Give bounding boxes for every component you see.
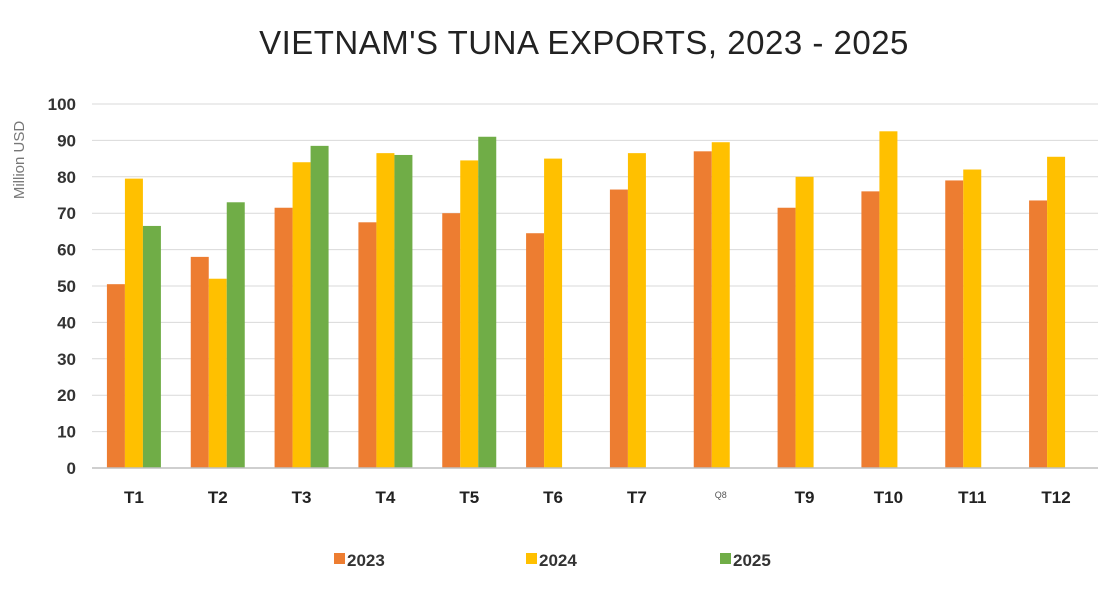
x-tick-label: T5 <box>459 488 479 507</box>
bar-2023-T2 <box>190 256 209 468</box>
bar-2024-T11 <box>963 169 982 468</box>
y-tick-label: 40 <box>57 313 76 332</box>
bar-2023-T1 <box>106 284 125 468</box>
x-tick-label: T11 <box>958 488 986 507</box>
y-tick-label: 80 <box>57 168 76 187</box>
bar-2025-T2 <box>226 202 245 468</box>
bar-2023-T6 <box>526 233 545 468</box>
y-tick-label: 20 <box>57 386 76 405</box>
bar-2023-T11 <box>945 180 964 468</box>
bar-2024-T1 <box>124 178 143 468</box>
legend-swatch-2024 <box>526 553 537 564</box>
y-tick-label: 70 <box>57 204 76 223</box>
bars <box>106 131 1066 469</box>
y-tick-label: 90 <box>57 131 76 150</box>
bar-2024-Q8 <box>711 142 730 468</box>
legend: 2023 2024 2025 <box>334 551 771 570</box>
bar-2023-T4 <box>358 222 377 468</box>
bar-2024-T10 <box>879 131 898 469</box>
bar-2025-T5 <box>478 136 497 468</box>
bar-2023-T7 <box>609 189 628 469</box>
y-tick-label: 60 <box>57 241 76 260</box>
bar-2024-T12 <box>1047 156 1066 468</box>
bar-2025-T4 <box>394 154 413 468</box>
x-tick-label: T1 <box>124 488 144 507</box>
bar-2024-T9 <box>795 176 814 469</box>
bar-2024-T7 <box>627 153 646 468</box>
bar-2024-T3 <box>292 162 311 469</box>
bar-2023-T5 <box>442 213 461 468</box>
legend-swatch-2023 <box>334 553 345 564</box>
bar-2024-T6 <box>544 158 563 468</box>
x-tick-label: T4 <box>375 488 395 507</box>
y-tick-label: 30 <box>57 350 76 369</box>
y-tick-label: 50 <box>57 277 76 296</box>
bar-2024-T5 <box>460 160 479 469</box>
bar-2023-T9 <box>777 207 796 469</box>
legend-label-2024: 2024 <box>539 551 577 570</box>
legend-label-2023: 2023 <box>347 551 385 570</box>
bar-2023-T3 <box>274 207 293 469</box>
y-axis-label: Million USD <box>11 121 28 200</box>
x-axis-ticks: T1 T2 T3 T4 T5 T6 T7 Q8 T9 T10 T11 T12 <box>124 488 1071 507</box>
bar-2025-T3 <box>310 145 329 469</box>
x-tick-label: T12 <box>1041 488 1070 507</box>
y-axis-ticks: 0 10 20 30 40 50 60 70 80 90 100 <box>48 95 76 478</box>
x-tick-label: T2 <box>208 488 228 507</box>
y-tick-label: 100 <box>48 95 76 114</box>
x-tick-label: T9 <box>795 488 815 507</box>
bar-2025-T1 <box>142 225 161 468</box>
bar-2023-T10 <box>861 191 880 469</box>
gridlines <box>92 103 1098 433</box>
bar-2024-T4 <box>376 153 395 468</box>
x-tick-label: T6 <box>543 488 563 507</box>
bar-2023-T12 <box>1029 200 1048 468</box>
chart-title: VIETNAM'S TUNA EXPORTS, 2023 - 2025 <box>259 24 909 61</box>
x-tick-label: T3 <box>292 488 312 507</box>
legend-label-2025: 2025 <box>733 551 771 570</box>
y-tick-label: 10 <box>57 423 76 442</box>
bar-2023-Q8 <box>693 151 712 468</box>
x-tick-label: T7 <box>627 488 647 507</box>
bar-2024-T2 <box>208 278 227 468</box>
y-tick-label: 0 <box>67 459 76 478</box>
x-tick-label: T10 <box>874 488 903 507</box>
x-tick-label: Q8 <box>715 490 727 500</box>
legend-swatch-2025 <box>720 553 731 564</box>
